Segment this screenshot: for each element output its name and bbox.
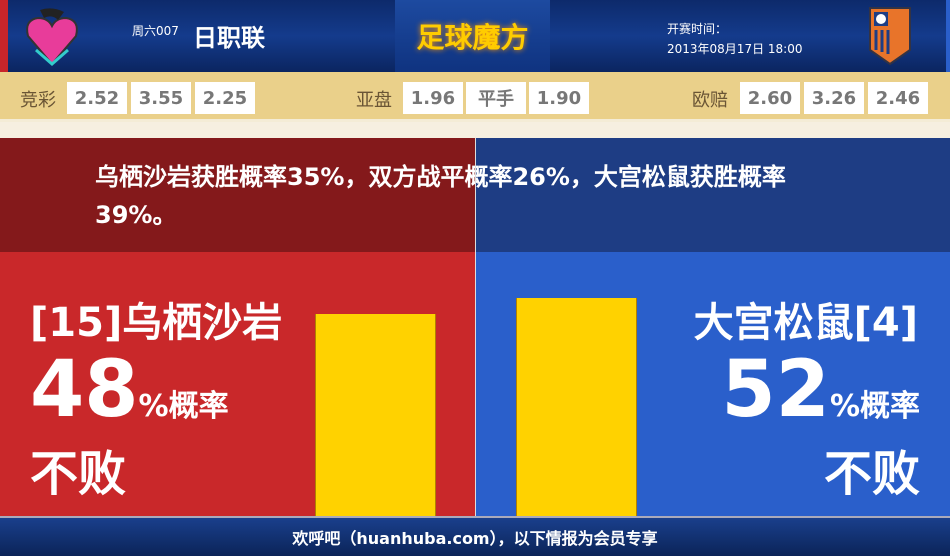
brand-logo: 足球魔方 bbox=[395, 0, 550, 72]
yapan-label: 亚盘 bbox=[356, 90, 392, 111]
home-percent: 48%概率 bbox=[30, 350, 229, 447]
away-percent-unit: %概率 bbox=[829, 389, 920, 424]
jingcai-odd: 3.55 bbox=[131, 82, 191, 114]
away-probability-bar bbox=[516, 297, 637, 516]
home-team-name: [15]乌栖沙岩 bbox=[30, 300, 283, 346]
jingcai-odd: 2.25 bbox=[195, 82, 255, 114]
oupei-odd: 2.60 bbox=[740, 82, 800, 114]
away-team-logo bbox=[869, 7, 911, 66]
match-week: 周六007 bbox=[132, 24, 179, 38]
odds-bar: 竞彩 2.52 3.55 2.25 亚盘 1.96 平手 1.90 欧赔 2.6… bbox=[0, 72, 950, 122]
oupei-odd: 2.46 bbox=[868, 82, 928, 114]
spacer bbox=[0, 122, 950, 138]
away-team-name: 大宫松鼠[4] bbox=[693, 300, 918, 346]
away-percent-value: 52 bbox=[721, 345, 830, 435]
league-name: 日职联 bbox=[193, 24, 265, 52]
summary-panel-home bbox=[0, 138, 475, 252]
home-percent-unit: %概率 bbox=[138, 389, 229, 424]
divider bbox=[475, 138, 476, 516]
oupei-label: 欧赔 bbox=[692, 90, 728, 111]
home-percent-value: 48 bbox=[30, 345, 139, 435]
home-result: 不败 bbox=[30, 446, 127, 502]
summary-panel-away bbox=[476, 138, 950, 252]
probability-summary: 乌栖沙岩获胜概率35%，双方战平概率26%，大宫松鼠获胜概率39%。 bbox=[95, 163, 786, 229]
yapan-odd: 1.90 bbox=[529, 82, 589, 114]
yapan-handicap: 平手 bbox=[466, 82, 526, 114]
away-result: 不败 bbox=[823, 446, 920, 502]
oupei-odd: 3.26 bbox=[804, 82, 864, 114]
home-probability-bar bbox=[315, 314, 436, 516]
home-team-logo bbox=[26, 8, 78, 66]
kickoff-time: 2013年08月17日 18:00 bbox=[667, 42, 803, 56]
jingcai-odd: 2.52 bbox=[67, 82, 127, 114]
footer-banner[interactable]: 欢呼吧（huanhuba.com），以下情报为会员专享 bbox=[0, 516, 950, 556]
yapan-odd: 1.96 bbox=[403, 82, 463, 114]
jingcai-label: 竞彩 bbox=[20, 90, 56, 111]
away-percent: 52%概率 bbox=[721, 350, 920, 447]
kickoff-label: 开赛时间： bbox=[667, 22, 728, 36]
